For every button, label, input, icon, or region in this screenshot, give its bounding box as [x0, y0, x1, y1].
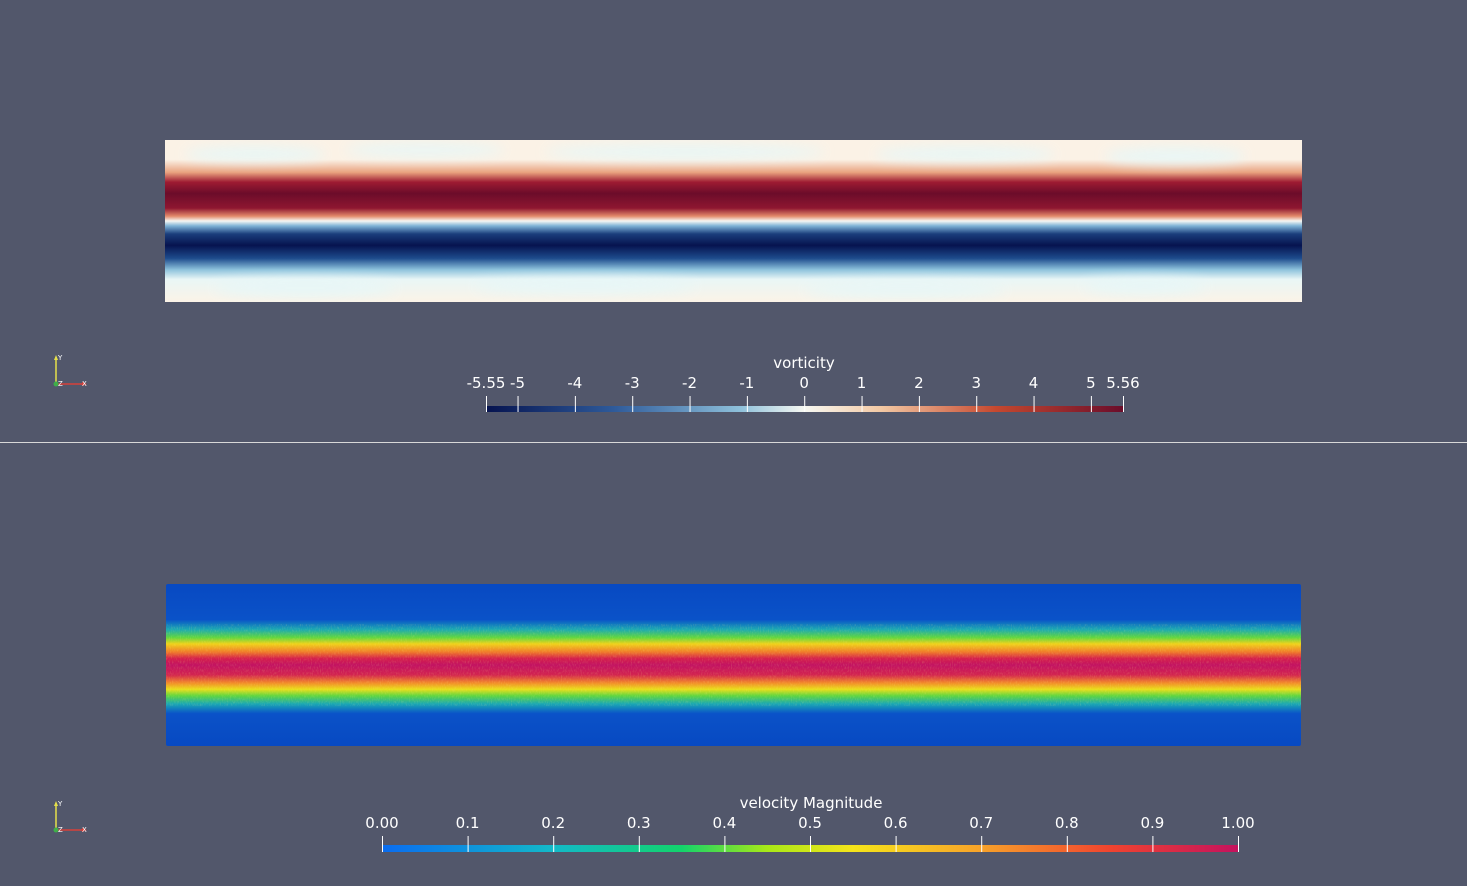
- colorbar-tick-label: -1: [739, 374, 755, 392]
- render-view-vorticity[interactable]: Y Z X vorticity -5.55 -5 -4 -3 -2 -1 0 1 2 3 4 5 5.5…: [0, 0, 1467, 442]
- orientation-axes-top: Y Z X: [50, 352, 95, 392]
- vorticity-field-plot: [165, 140, 1302, 302]
- colorbar-tick-label: 3: [971, 374, 981, 392]
- colorbar-tick-label: 2: [914, 374, 924, 392]
- colorbar-tick-label: 5.56: [1106, 374, 1140, 392]
- axis-x-label: X: [82, 380, 87, 388]
- colorbar-tick-label: -3: [624, 374, 640, 392]
- colorbar-tick-label: 0.1: [455, 814, 480, 832]
- velocity-magnitude-field-plot: [166, 584, 1301, 746]
- colorbar-tick-label: 0.7: [969, 814, 994, 832]
- orientation-axes-bottom: Y Z X: [50, 798, 95, 838]
- axis-y-label: Y: [57, 354, 63, 362]
- colorbar-tick-label: 1.00: [1221, 814, 1255, 832]
- axis-z-label: Z: [58, 380, 63, 388]
- colorbar-tick-label: 0.6: [883, 814, 908, 832]
- render-view-velocity-magnitude[interactable]: Y Z X velocity Magnitude 0.00 0.1 0.2 0.3 0.…: [0, 443, 1467, 886]
- colorbar-tick-label: 0.9: [1140, 814, 1165, 832]
- colorbar-tick-label: 0.8: [1054, 814, 1079, 832]
- colorbar-tick-label: 0.5: [798, 814, 822, 832]
- colorbar-vorticity[interactable]: [486, 396, 1126, 414]
- colorbar-tick-label: -5: [510, 374, 526, 392]
- axis-x-label: X: [82, 826, 87, 834]
- colorbar-velocity-magnitude[interactable]: [382, 836, 1242, 854]
- colorbar-tick-label: 4: [1028, 374, 1039, 392]
- viewport-divider[interactable]: [0, 442, 1467, 443]
- colorbar-title-velocity-magnitude: velocity Magnitude: [739, 794, 883, 812]
- axis-z-label: Z: [58, 826, 63, 834]
- colorbar-tick-label: 0.3: [626, 814, 651, 832]
- colorbar-tick-label: 0.00: [365, 814, 399, 832]
- colorbar-tick-label: 0.2: [541, 814, 566, 832]
- colorbar-tick-label: 1: [856, 374, 867, 392]
- colorbar-tick-label: 0: [799, 374, 809, 392]
- colorbar-tick-label: -4: [567, 374, 583, 392]
- colorbar-tick-label: 0.4: [712, 814, 737, 832]
- colorbar-title-vorticity: vorticity: [773, 354, 835, 372]
- colorbar-tick-label: -2: [682, 374, 698, 392]
- colorbar-tick-label: -5.55: [466, 374, 506, 392]
- axis-y-label: Y: [57, 800, 63, 808]
- colorbar-tick-label: 5: [1086, 374, 1096, 392]
